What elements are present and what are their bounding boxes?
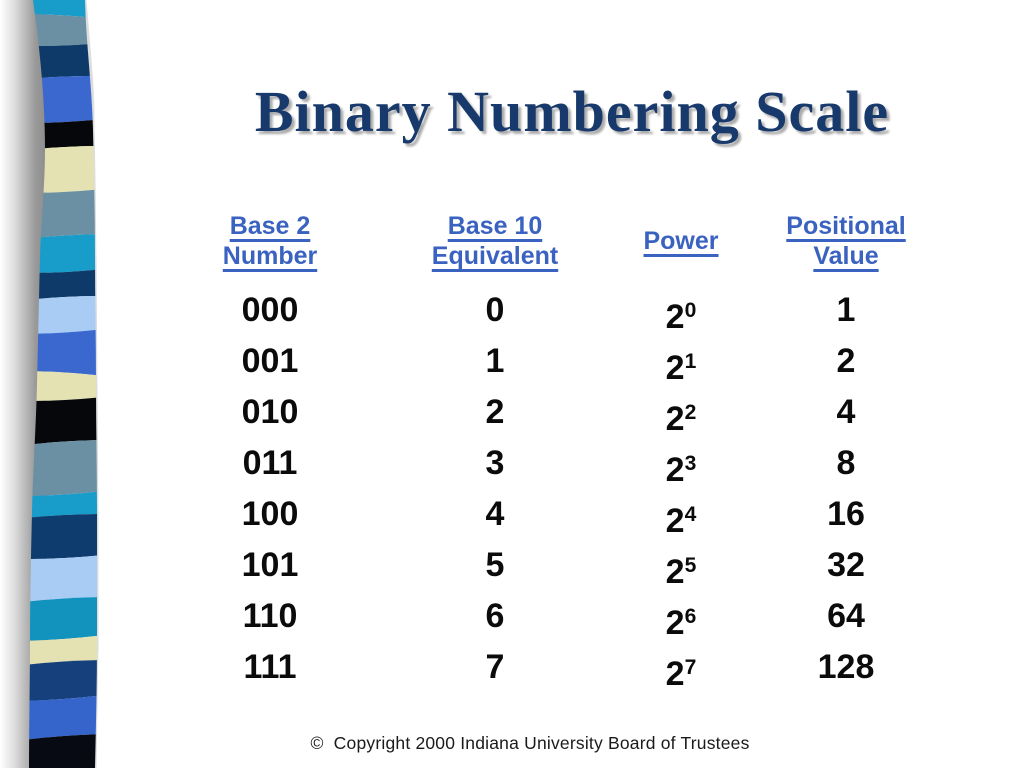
cell-base10: 7 [485,648,505,686]
table-row: 010 2 22 4 [150,387,930,438]
table-row: 000 0 20 1 [150,285,930,336]
page-title: Binary Numbering Scale [254,79,890,144]
ribbon-stripe [29,634,97,666]
cell-power: 26 [600,591,762,649]
cell-positional-value: 8 [836,444,856,482]
cell-positional-value: 128 [817,648,875,686]
cell-base10: 6 [485,597,505,635]
cell-positional-value: 64 [827,597,865,635]
cell-base2: 101 [241,546,299,584]
cell-positional-value: 1 [836,291,856,329]
power-exponent: 1 [684,350,697,373]
power-exponent: 5 [684,554,697,577]
cell-power: 24 [600,489,762,547]
decorative-ribbon [0,0,130,769]
power-base: 2 [665,297,685,336]
power-base: 2 [665,450,685,489]
ribbon-stripe [29,328,97,377]
ribbon-stripe [29,396,97,446]
column-header-base2: Base 2 Number [222,211,318,271]
cell-base2: 100 [241,495,299,533]
cell-power: 21 [600,336,762,394]
cell-power: 20 [600,285,762,343]
cell-base2: 110 [242,597,298,635]
table-row: 101 5 25 32 [150,540,930,591]
ribbon-stripes-graphic [0,0,99,769]
ribbon-stripe [29,660,97,701]
column-header-base10: Base 10 Equivalent [431,211,559,271]
cell-positional-value: 32 [827,546,865,584]
power-base: 2 [665,603,685,642]
power-exponent: 0 [684,299,697,322]
table-row: 111 7 27 128 [150,642,930,693]
cell-base2: 001 [241,342,299,380]
ribbon-stripe [29,268,97,301]
power-base: 2 [665,399,685,438]
ribbon-stripe [29,513,97,560]
cell-power: 22 [600,387,762,445]
power-exponent: 4 [684,503,697,526]
table-body: 000 0 20 1 001 1 21 2 010 2 22 4 011 3 23 8 100 4 24 16 101 5… [150,285,930,693]
power-exponent: 2 [684,401,697,424]
column-header-positional: Positional Value [786,211,906,271]
ribbon-stripe [29,490,97,519]
cell-power: 23 [600,438,762,496]
table-row: 011 3 23 8 [150,438,930,489]
binary-scale-table: Base 2 Number Base 10 Equivalent Power P… [150,205,930,693]
cell-base10: 5 [485,546,505,584]
ribbon-stripe [29,554,97,603]
column-header-power: Power [643,226,719,255]
copyright-footer: © Copyright 2000 Indiana University Boar… [310,733,750,753]
cell-base10: 2 [485,393,505,431]
ribbon-stripe [29,694,97,741]
cell-power: 27 [600,642,762,700]
power-exponent: 3 [684,452,697,475]
power-base: 2 [665,552,685,591]
cell-base10: 0 [485,291,505,329]
ribbon-stripe [29,295,97,334]
power-base: 2 [665,501,685,540]
cell-base2: 111 [243,648,297,686]
cell-base10: 3 [485,444,505,482]
cell-base10: 4 [485,495,505,533]
cell-positional-value: 16 [827,495,865,533]
cell-positional-value: 4 [836,393,856,431]
ribbon-stripe [29,440,97,496]
cell-base2: 011 [242,444,298,482]
table-row: 110 6 26 64 [150,591,930,642]
table-row: 001 1 21 2 [150,336,930,387]
cell-positional-value: 2 [836,342,856,380]
power-exponent: 7 [684,656,697,679]
cell-base2: 000 [241,291,299,329]
ribbon-stripe [29,734,97,768]
power-base: 2 [665,654,685,693]
table-row: 100 4 24 16 [150,489,930,540]
cell-base10: 1 [485,342,505,380]
ribbon-stripe [29,597,97,641]
ribbon-stripe [29,371,97,402]
table-header-row: Base 2 Number Base 10 Equivalent Power P… [150,205,930,277]
power-exponent: 6 [684,605,697,628]
power-base: 2 [665,348,685,387]
cell-power: 25 [600,540,762,598]
cell-base2: 010 [241,393,299,431]
